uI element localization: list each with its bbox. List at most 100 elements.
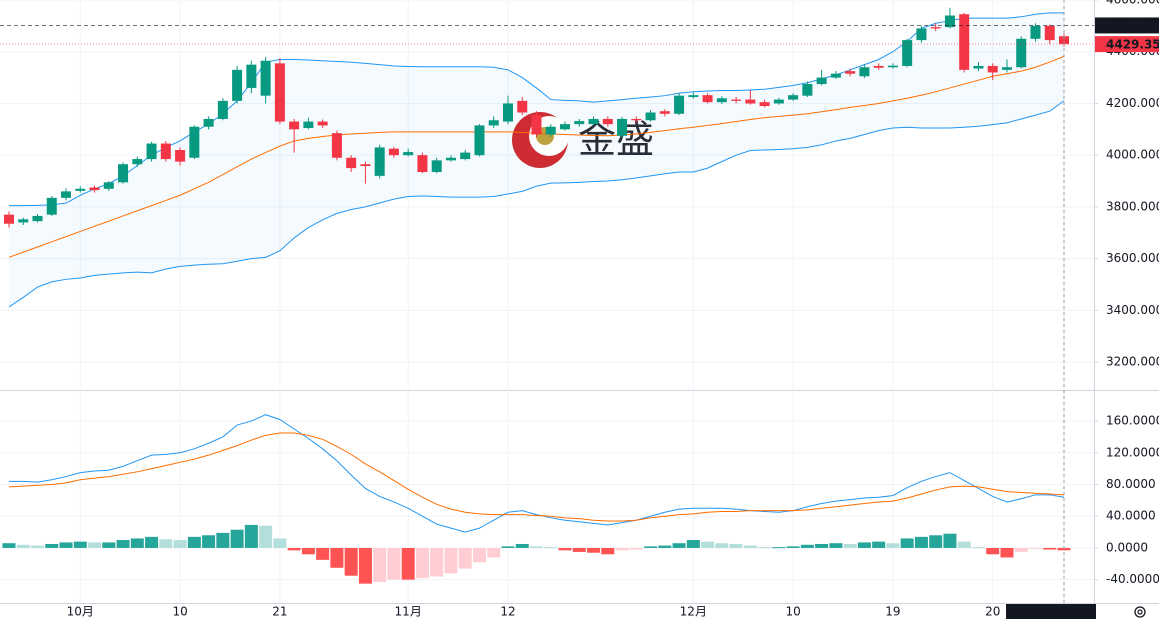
gear-hub[interactable] — [1137, 609, 1143, 615]
candle-body — [1044, 25, 1055, 41]
histogram-bar — [729, 543, 743, 548]
histogram-bar — [701, 541, 715, 548]
candle-body — [4, 214, 14, 224]
candle-body — [203, 118, 214, 127]
histogram-bar — [1000, 547, 1014, 558]
candle-body — [89, 187, 100, 191]
histogram-bar — [558, 547, 572, 551]
candle-body — [588, 118, 599, 125]
gear[interactable] — [1134, 606, 1146, 618]
histogram-bar — [857, 542, 871, 548]
histogram-bar — [644, 546, 658, 548]
histogram-bar — [458, 547, 472, 569]
candle-body — [859, 67, 870, 77]
candle-body — [246, 64, 257, 88]
candle-body — [1030, 25, 1041, 39]
y-tick-label: 3800.000 — [1106, 199, 1159, 213]
histogram-bar — [501, 546, 515, 548]
candle-body — [75, 188, 86, 191]
histogram-bar — [45, 543, 59, 548]
histogram-bar — [900, 538, 914, 548]
histogram-bar — [2, 543, 16, 548]
histogram-bar — [16, 544, 30, 548]
candle-body — [1016, 38, 1027, 68]
histogram-bar — [130, 538, 144, 548]
histogram-bar — [530, 546, 543, 548]
macd-line — [8, 432, 1065, 522]
candle-body — [374, 147, 385, 176]
candle-body — [802, 84, 813, 96]
histogram-bar — [244, 524, 258, 548]
candle-body — [788, 95, 799, 100]
histogram-bar — [202, 535, 216, 548]
histogram-bar — [843, 543, 857, 548]
candle-body — [959, 14, 970, 70]
candle-body — [631, 118, 642, 121]
candle-body — [1059, 36, 1069, 45]
watermark: 金盛 — [512, 112, 654, 168]
candle-body — [1001, 67, 1012, 70]
candle-body — [545, 126, 556, 135]
candle-body — [274, 63, 285, 122]
histogram-bar — [301, 547, 315, 555]
candle-body — [431, 160, 442, 172]
y-tick-label: 40.0000 — [1106, 509, 1156, 523]
candle-body — [887, 65, 898, 68]
histogram-bar — [743, 545, 757, 548]
x-tick-label: 21 — [272, 605, 287, 619]
histogram-bar — [259, 525, 273, 548]
candle-body — [617, 118, 628, 136]
candle-body — [488, 120, 499, 126]
x-tick-label: 12 — [500, 605, 515, 619]
candle-body — [403, 152, 414, 156]
histogram-bar — [914, 536, 928, 548]
candle-body — [175, 150, 186, 162]
y-tick-label: -40.0000 — [1106, 572, 1159, 586]
histogram-bar — [829, 543, 843, 548]
histogram-bar — [187, 536, 201, 548]
histogram-bar — [615, 547, 629, 551]
macd-line — [9, 414, 1065, 533]
candle-body — [574, 121, 585, 125]
candle-body — [103, 182, 114, 189]
histogram-bar — [59, 542, 73, 548]
candle-body — [944, 15, 955, 28]
candle-body — [531, 115, 542, 135]
y-tick-label: 4200.000 — [1106, 96, 1159, 110]
histogram-bar — [1057, 547, 1071, 551]
settings-icon[interactable] — [1134, 606, 1146, 618]
histogram-bar — [102, 542, 116, 548]
candle-body — [845, 71, 856, 74]
histogram-bar — [487, 547, 501, 558]
histogram-bar — [88, 542, 102, 548]
candle-body — [902, 40, 913, 66]
histogram-bar — [587, 547, 601, 553]
candle-body — [160, 143, 171, 160]
histogram-bar — [957, 541, 971, 548]
candle-body — [18, 219, 29, 223]
y-tick-label: 120.0000 — [1106, 445, 1159, 459]
histogram-bar — [815, 543, 829, 548]
histogram-bar — [472, 547, 486, 563]
histogram-bar — [330, 547, 344, 568]
candle-body — [688, 95, 699, 97]
candle-body — [702, 95, 713, 103]
candle-body — [916, 28, 927, 41]
candle-body — [517, 100, 528, 113]
candle-body — [289, 121, 300, 130]
y-tick-label: 160.0000 — [1106, 414, 1159, 428]
histogram-bar — [373, 547, 387, 583]
candle-body — [388, 148, 399, 156]
price-label: 4429.35 — [1106, 38, 1159, 52]
candle-body — [987, 65, 998, 73]
histogram-bar — [658, 545, 672, 548]
candle-body — [132, 159, 143, 165]
candle-body — [830, 73, 841, 78]
candle-body — [731, 99, 742, 101]
histogram-bar — [145, 536, 159, 548]
x-tick-label: 10月 — [67, 605, 94, 619]
price-label: 4501.59 — [1106, 19, 1159, 33]
x-tick-label: 10 — [172, 605, 187, 619]
